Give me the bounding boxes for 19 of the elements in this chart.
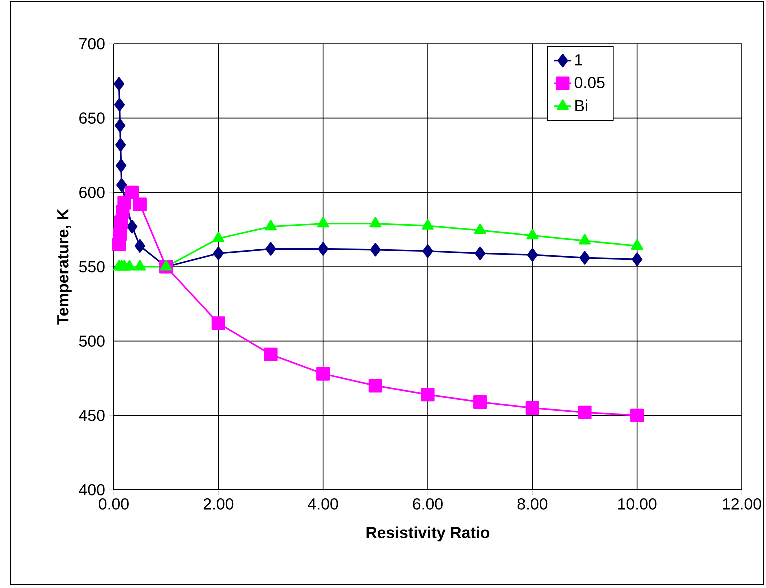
legend-label: Bi <box>576 100 588 112</box>
x-axis-title: Resistivity Ratio <box>366 526 490 542</box>
y-tick-label: 450 <box>79 410 105 422</box>
x-tick-label: 10.00 <box>618 498 657 510</box>
y-tick-label: 650 <box>80 112 105 124</box>
x-tick-label: 6.00 <box>413 498 443 510</box>
legend-label: 0.05 <box>574 77 605 88</box>
x-tick-label: 0.00 <box>99 498 129 510</box>
x-tick-label: 2.00 <box>204 498 234 510</box>
legend-label: 1 <box>576 54 582 66</box>
x-tick-label: 12.00 <box>723 498 762 510</box>
y-tick-label: 500 <box>79 336 105 347</box>
y-tick-label: 400 <box>79 484 105 496</box>
y-tick-label: 550 <box>79 261 105 273</box>
y-tick-label: 600 <box>80 187 105 198</box>
x-tick-label: 4.00 <box>308 498 338 510</box>
x-tick-label: 8.00 <box>518 498 548 510</box>
y-axis-title: Temperature, K <box>58 209 72 325</box>
y-tick-label: 700 <box>80 38 105 50</box>
